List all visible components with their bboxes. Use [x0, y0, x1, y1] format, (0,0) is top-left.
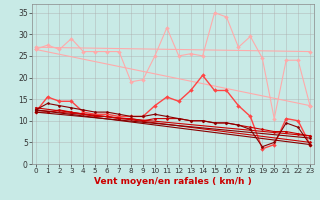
X-axis label: Vent moyen/en rafales ( km/h ): Vent moyen/en rafales ( km/h ): [94, 177, 252, 186]
